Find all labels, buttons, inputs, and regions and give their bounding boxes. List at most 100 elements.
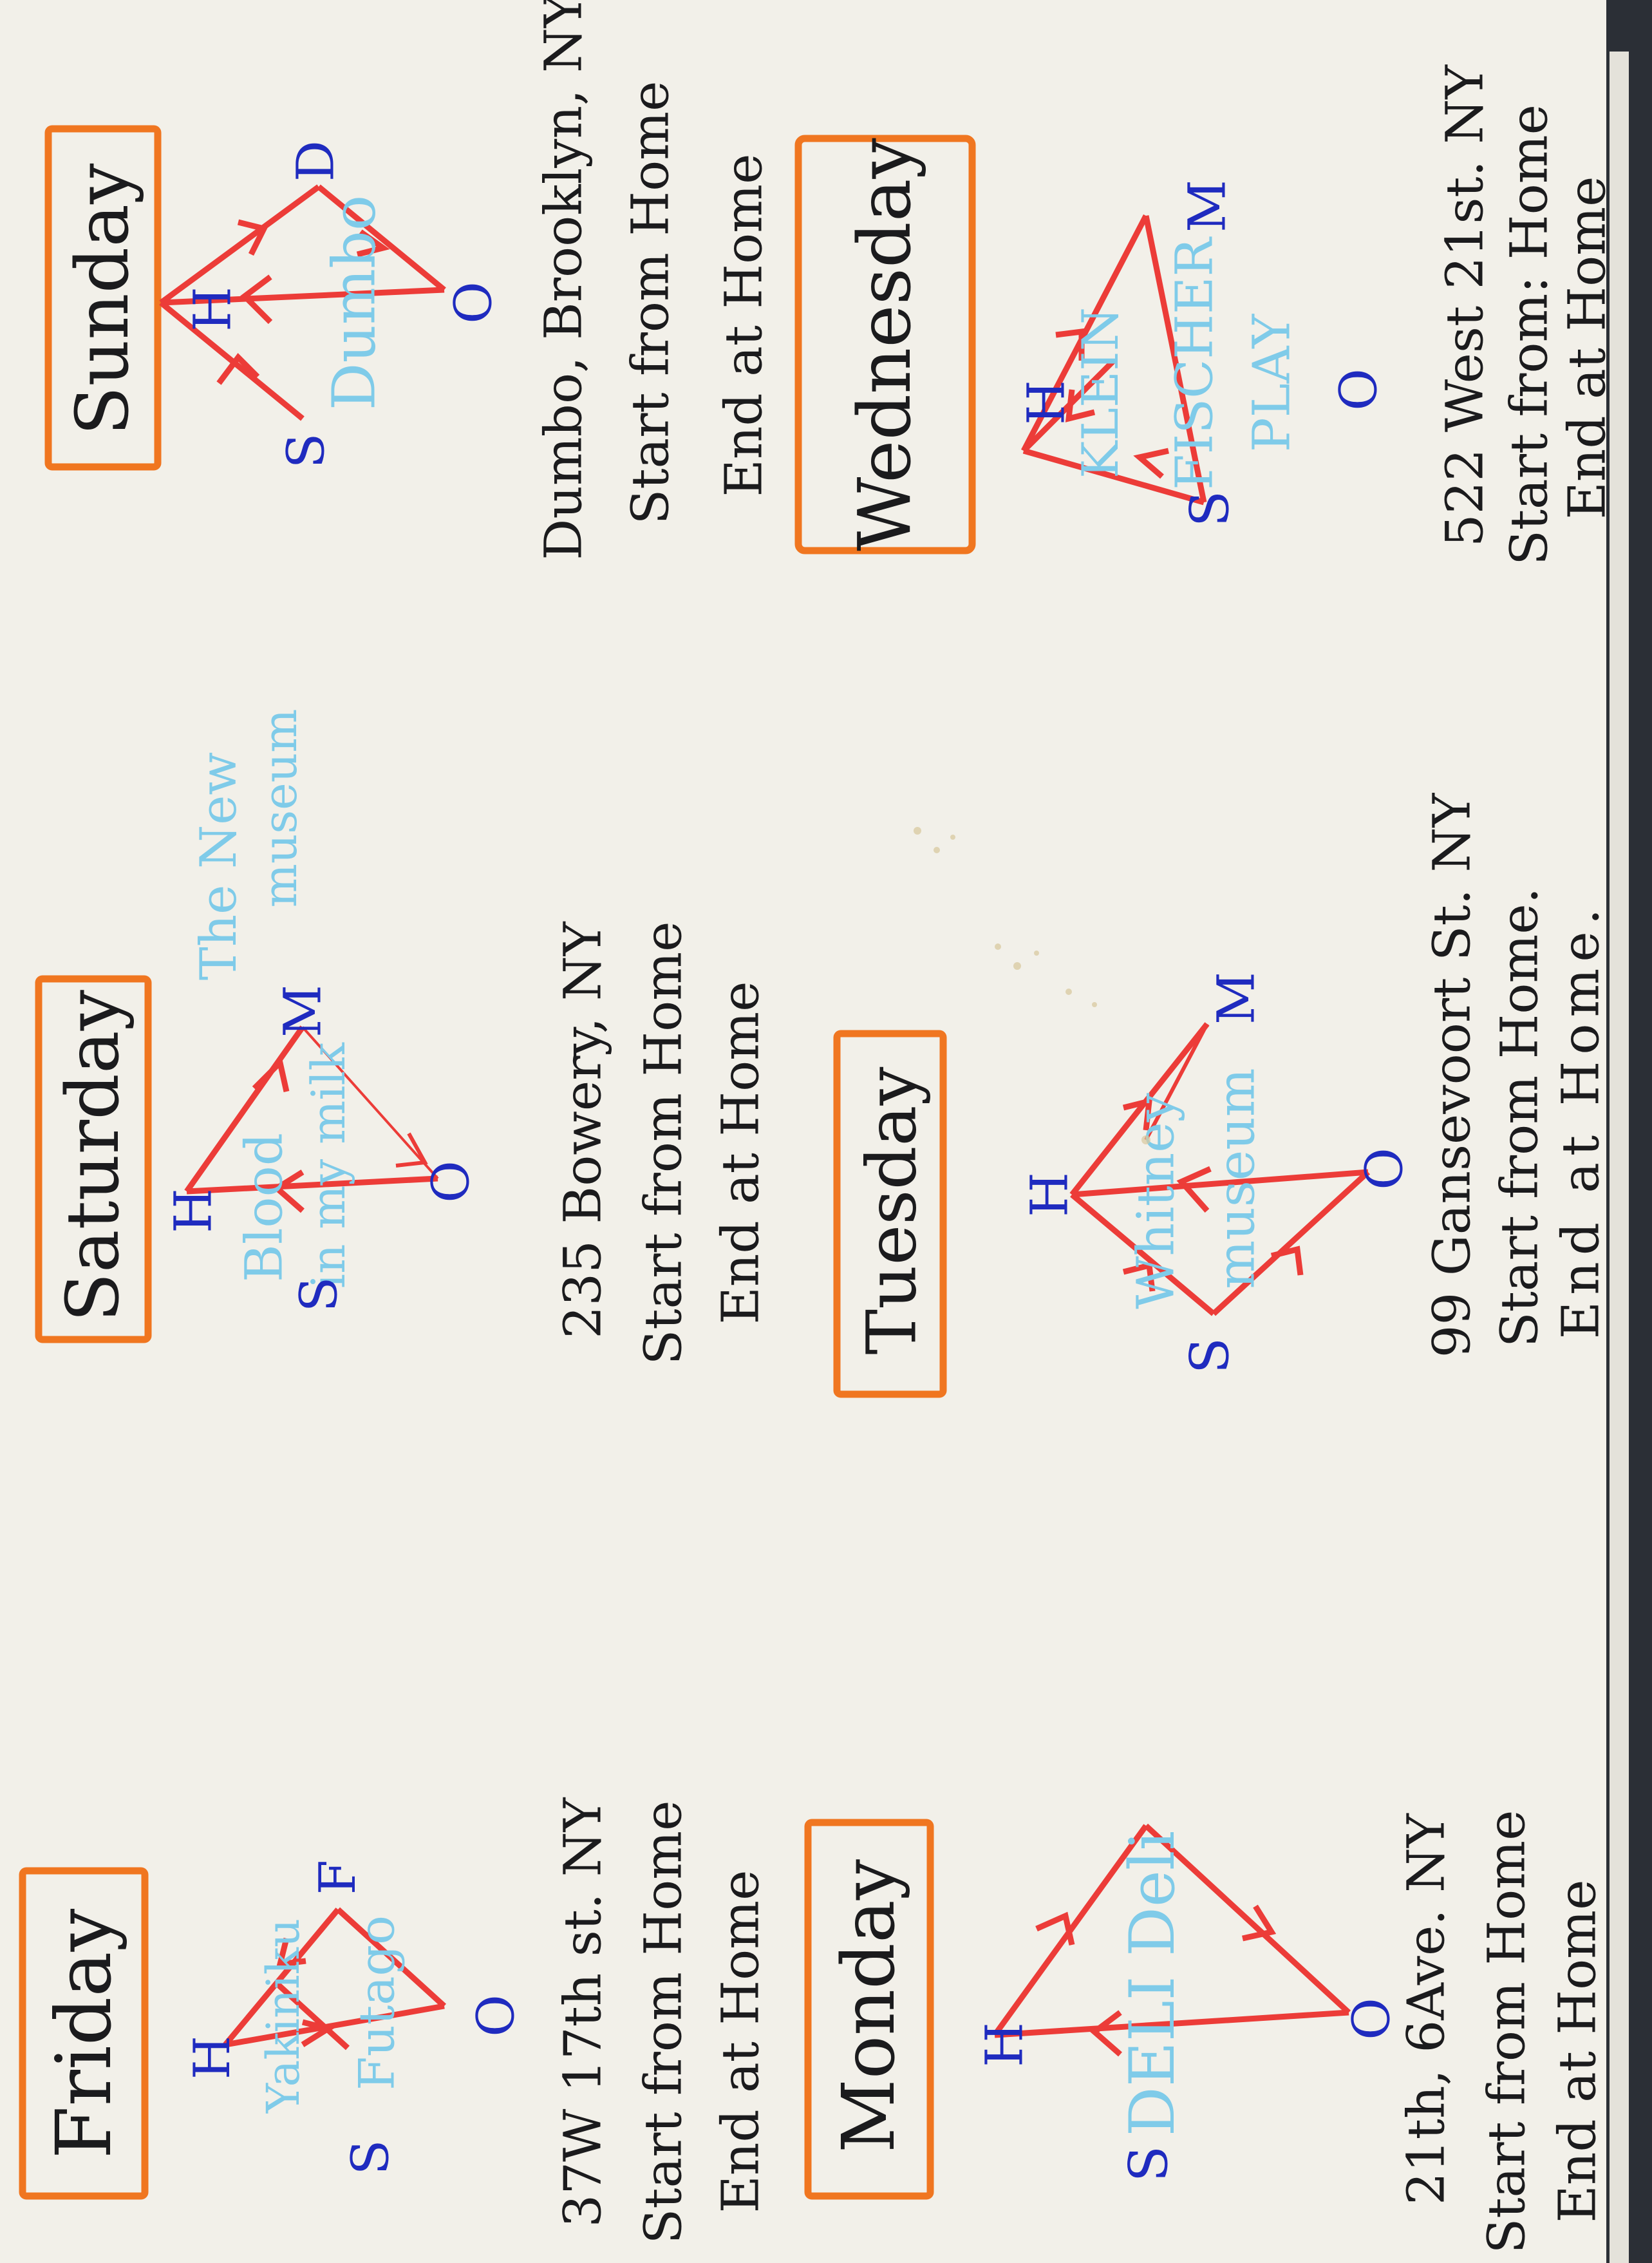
saturday-node-place: M: [273, 985, 333, 1037]
wednesday-section: Wednesday KLEIN FISCHER PLAY H S O M 522…: [794, 64, 1617, 565]
tuesday-address: 99 Gansevoort St. NY: [1422, 792, 1482, 1358]
friday-label: Friday: [39, 1908, 128, 2159]
wednesday-arrowhead: [1055, 328, 1085, 361]
friday-route-edge: [335, 1907, 447, 2009]
tuesday-route-edge: [1071, 1169, 1369, 1198]
saturday-place-text: Blood: [234, 1133, 294, 1282]
friday-place-text: Futago: [348, 1915, 406, 2090]
monday-label-box: [804, 1819, 934, 2200]
paper-stain: [914, 827, 1150, 1144]
saturday-arrowhead: [272, 1169, 305, 1213]
sunday-address: Dumbo, Brooklyn, NY: [534, 0, 594, 560]
tuesday-place-text: museum: [1206, 1068, 1266, 1289]
wednesday-node-place: M: [1178, 180, 1237, 232]
tuesday-arrowhead: [1122, 1262, 1156, 1292]
monday-route-edge: [1143, 1823, 1351, 2015]
wednesday-start-line: Start from: Home: [1499, 104, 1559, 565]
monday-node-end: O: [1342, 1998, 1402, 2040]
saturday-section: Saturday Blood in my milk The New museum…: [35, 709, 771, 1365]
sunday-arrowhead: [237, 219, 268, 256]
monday-arrowhead: [1035, 1911, 1075, 1946]
monday-node-home: H: [975, 2022, 1035, 2067]
paper-sheet: [0, 0, 1606, 2263]
tuesday-label-box: [833, 1030, 947, 1398]
wednesday-route-edge: [1021, 214, 1149, 453]
sunday-section: Sunday Dumbo H S O D Dumbo, Brooklyn, NY…: [44, 0, 774, 560]
saturday-arrowhead: [252, 1057, 290, 1092]
tuesday-node-home: H: [1020, 1172, 1080, 1217]
friday-address: 37W 17th st. NY: [553, 1797, 613, 2227]
saturday-place-text: in my milk: [301, 1042, 355, 1289]
wednesday-arrowhead: [1065, 389, 1096, 422]
sunday-start-line: Start from Home: [621, 81, 681, 525]
monday-end-line: End at Home: [1548, 1880, 1608, 2223]
saturday-node-start: S: [289, 1277, 349, 1312]
wednesday-route-edge: [1022, 448, 1205, 506]
sunday-route-edge: [159, 300, 305, 421]
monday-place-text: DELI Deli: [1116, 1831, 1188, 2136]
friday-route-edge: [274, 1981, 350, 2050]
sunday-arrowhead: [240, 274, 273, 325]
tuesday-route-edge: [1070, 1192, 1216, 1316]
friday-place-text: Yakiniku: [257, 1918, 310, 2114]
monday-label: Monday: [827, 1859, 911, 2153]
friday-node-end: O: [466, 1994, 526, 2037]
wednesday-label: Wednesday: [843, 138, 927, 551]
monday-section: Monday DELI Deli H S O 21th, 6Ave. NY St…: [804, 1810, 1608, 2254]
saturday-place-text: museum: [253, 709, 307, 908]
sunday-node-start: S: [276, 433, 336, 469]
wednesday-place-text: PLAY: [1242, 314, 1302, 452]
tuesday-route-edge: [1211, 1169, 1371, 1316]
saturday-route-edge: [186, 1175, 438, 1195]
wednesday-address: 522 West 21st. NY: [1435, 64, 1495, 547]
sunday-node-home: H: [183, 287, 243, 332]
tuesday-arrowhead: [1176, 1166, 1212, 1213]
monday-start-line: Start from Home: [1477, 1810, 1537, 2254]
saturday-address: 235 Bowery, NY: [553, 921, 613, 1339]
monday-node-start: S: [1119, 2146, 1180, 2182]
tuesday-section: Tuesday Whitney museum H S O M 99 Gansev…: [833, 792, 1611, 1398]
sunday-node-place: D: [286, 140, 346, 182]
saturday-end-line: End at Home: [711, 981, 771, 1325]
sunday-place-text: Dumbo: [320, 195, 389, 411]
tuesday-node-place: M: [1206, 972, 1266, 1025]
wednesday-node-home: H: [1017, 380, 1076, 425]
wednesday-node-start: S: [1180, 491, 1241, 527]
sunday-label: Sunday: [61, 164, 145, 436]
tuesday-start-line: Start from Home.: [1490, 887, 1550, 1347]
saturday-place-text: The New: [190, 752, 248, 980]
tuesday-place-text: Whitney: [1126, 1093, 1186, 1309]
friday-node-start: S: [341, 2140, 400, 2175]
wednesday-end-line: End at Home: [1557, 176, 1617, 520]
saturday-arrowhead: [395, 1132, 428, 1168]
saturday-start-line: Start from Home: [634, 922, 693, 1365]
second-sheet: [1610, 52, 1629, 2263]
wednesday-place-text: KLEIN: [1072, 307, 1130, 478]
wednesday-node-end: O: [1329, 368, 1389, 411]
friday-label-box: [19, 1867, 149, 2200]
saturday-label-box: [35, 975, 152, 1343]
sunday-route-edge: [160, 287, 445, 306]
tuesday-route-edge: [1069, 1022, 1210, 1197]
monday-route-edge: [994, 2009, 1349, 2038]
tuesday-arrowhead: [1270, 1245, 1304, 1276]
tuesday-node-end: O: [1355, 1148, 1414, 1190]
friday-route-edge: [223, 1908, 341, 2047]
friday-node-home: H: [183, 2036, 241, 2079]
sunday-node-end: O: [444, 281, 503, 324]
wednesday-place-text: FISCHER: [1165, 236, 1225, 489]
tuesday-end-line: End at Home.: [1551, 902, 1611, 1339]
friday-arrowhead: [301, 2019, 336, 2047]
saturday-node-end: O: [421, 1160, 481, 1203]
wednesday-arrowhead: [1133, 448, 1169, 479]
sunday-arrowhead: [216, 353, 260, 385]
saturday-node-home: H: [164, 1188, 223, 1233]
monday-arrowhead: [1089, 2010, 1122, 2057]
tuesday-node-start: S: [1180, 1338, 1241, 1374]
tuesday-route-edge: [1144, 1023, 1209, 1141]
saturday-label: Saturday: [52, 990, 135, 1322]
sunday-end-line: End at Home: [714, 154, 774, 497]
friday-arrowhead: [276, 1937, 306, 1968]
wednesday-route-edge: [1143, 215, 1207, 503]
monday-arrowhead: [1242, 1904, 1277, 1942]
